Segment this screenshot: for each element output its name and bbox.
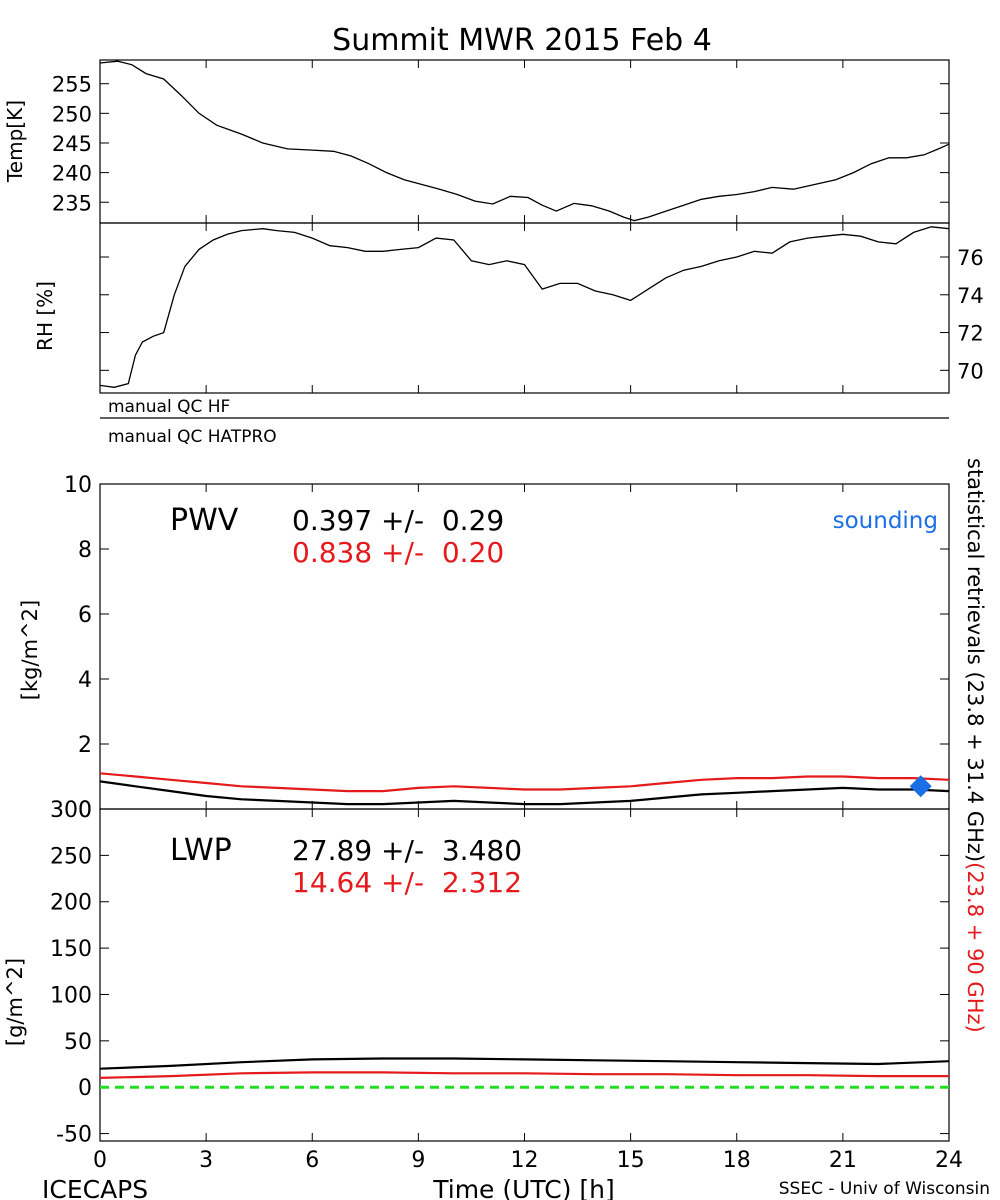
footer-center: Time (UTC) [h] (432, 1175, 615, 1200)
lwp-ytick-label: -50 (56, 1123, 92, 1148)
pwv-panel-label: PWV (170, 503, 239, 538)
pwv-ytick-label: 8 (78, 538, 92, 563)
qc-hf-label: manual QC HF (108, 397, 230, 417)
lwp-stats-black: 27.89 +/- 3.480 (292, 834, 522, 867)
temp-series-black (100, 60, 949, 222)
pwv-ytick-label: 2 (78, 733, 92, 758)
rh-panel-frame (99, 222, 950, 394)
temp-axis-label: Temp[K] (3, 100, 27, 183)
pwv-ytick-label: 10 (64, 473, 92, 498)
sounding-marker (909, 775, 932, 798)
pwv-ytick-label: 6 (78, 603, 92, 628)
x-tick-label: 18 (723, 1148, 751, 1173)
lwp-ytick-label: 200 (50, 891, 92, 916)
footer-left: ICECAPS (42, 1175, 148, 1200)
sounding-label: sounding (833, 508, 938, 534)
rh-ytick-label: 72 (957, 322, 984, 346)
x-tick-label: 24 (935, 1148, 963, 1173)
pwv-axis-label: [kg/m^2] (18, 600, 42, 700)
figure-title: Summit MWR 2015 Feb 4 (332, 23, 712, 58)
lwp-ytick-label: 250 (50, 844, 92, 869)
pwv-ytick-label: 4 (78, 668, 92, 693)
temp-ytick-label: 245 (52, 132, 92, 156)
lwp-axis-label: [g/m^2] (3, 958, 27, 1046)
lwp-series-black (100, 1057, 949, 1070)
x-tick-label: 0 (93, 1148, 107, 1173)
lwp-ytick-label: 100 (50, 983, 92, 1008)
rh-series-black (100, 226, 949, 388)
lwp-ytick-label: 50 (64, 1030, 92, 1055)
lwp-ytick-label: 150 (50, 937, 92, 962)
lwp-stats-red: 14.64 +/- 2.312 (292, 866, 522, 899)
right-label-red: (23.8 + 90 GHz) (963, 862, 987, 1033)
lwp-ytick-label: 0 (78, 1076, 92, 1101)
temp-ytick-label: 250 (52, 102, 92, 126)
temp-ytick-label: 255 (52, 73, 92, 97)
x-tick-label: 12 (511, 1148, 539, 1173)
x-tick-label: 9 (411, 1148, 425, 1173)
pwv-series-red (100, 772, 949, 793)
rh-ytick-label: 76 (957, 246, 984, 270)
temp-ytick-label: 240 (52, 162, 92, 186)
pwv-ytick-label: 0 (78, 798, 92, 823)
rh-axis-label: RH [%] (33, 281, 57, 351)
rh-ytick-label: 70 (957, 359, 984, 383)
rh-ytick-label: 74 (957, 284, 984, 308)
right-label-black: statistical retrievals (23.8 + 31.4 GHz) (963, 458, 987, 862)
x-tick-label: 6 (305, 1148, 319, 1173)
pwv-series-black (100, 780, 949, 806)
x-tick-label: 21 (829, 1148, 857, 1173)
lwp-series-red (100, 1071, 949, 1079)
chart-marks: 235240245250255707274760246810-500501001… (50, 60, 984, 1173)
right-vertical-label: statistical retrievals (23.8 + 31.4 GHz)… (963, 458, 987, 1033)
qc-hatpro-label: manual QC HATPRO (108, 427, 277, 447)
temp-panel-frame (99, 59, 950, 224)
pwv-stats-black: 0.397 +/- 0.29 (292, 504, 504, 537)
footer-right: SSEC - Univ of Wisconsin (779, 1179, 990, 1199)
lwp-ytick-label: 300 (50, 798, 92, 823)
pwv-stats-red: 0.838 +/- 0.20 (292, 536, 504, 569)
lwp-panel-label: LWP (170, 833, 232, 868)
x-tick-label: 3 (199, 1148, 213, 1173)
x-tick-label: 15 (617, 1148, 645, 1173)
temp-ytick-label: 235 (52, 191, 92, 215)
